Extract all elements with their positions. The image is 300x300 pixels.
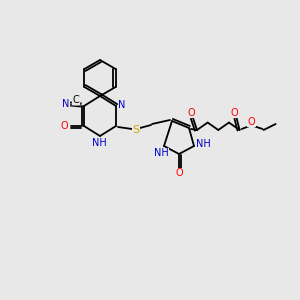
Text: C: C bbox=[73, 95, 80, 105]
Text: NH: NH bbox=[92, 138, 106, 148]
Text: O: O bbox=[231, 108, 239, 118]
Text: O: O bbox=[248, 117, 255, 127]
Text: O: O bbox=[60, 121, 68, 131]
Text: O: O bbox=[187, 108, 195, 118]
Text: O: O bbox=[175, 168, 183, 178]
Text: NH: NH bbox=[154, 148, 168, 158]
Text: N: N bbox=[118, 100, 126, 110]
Text: NH: NH bbox=[196, 139, 210, 149]
Text: S: S bbox=[132, 125, 140, 135]
Text: N: N bbox=[62, 99, 70, 109]
